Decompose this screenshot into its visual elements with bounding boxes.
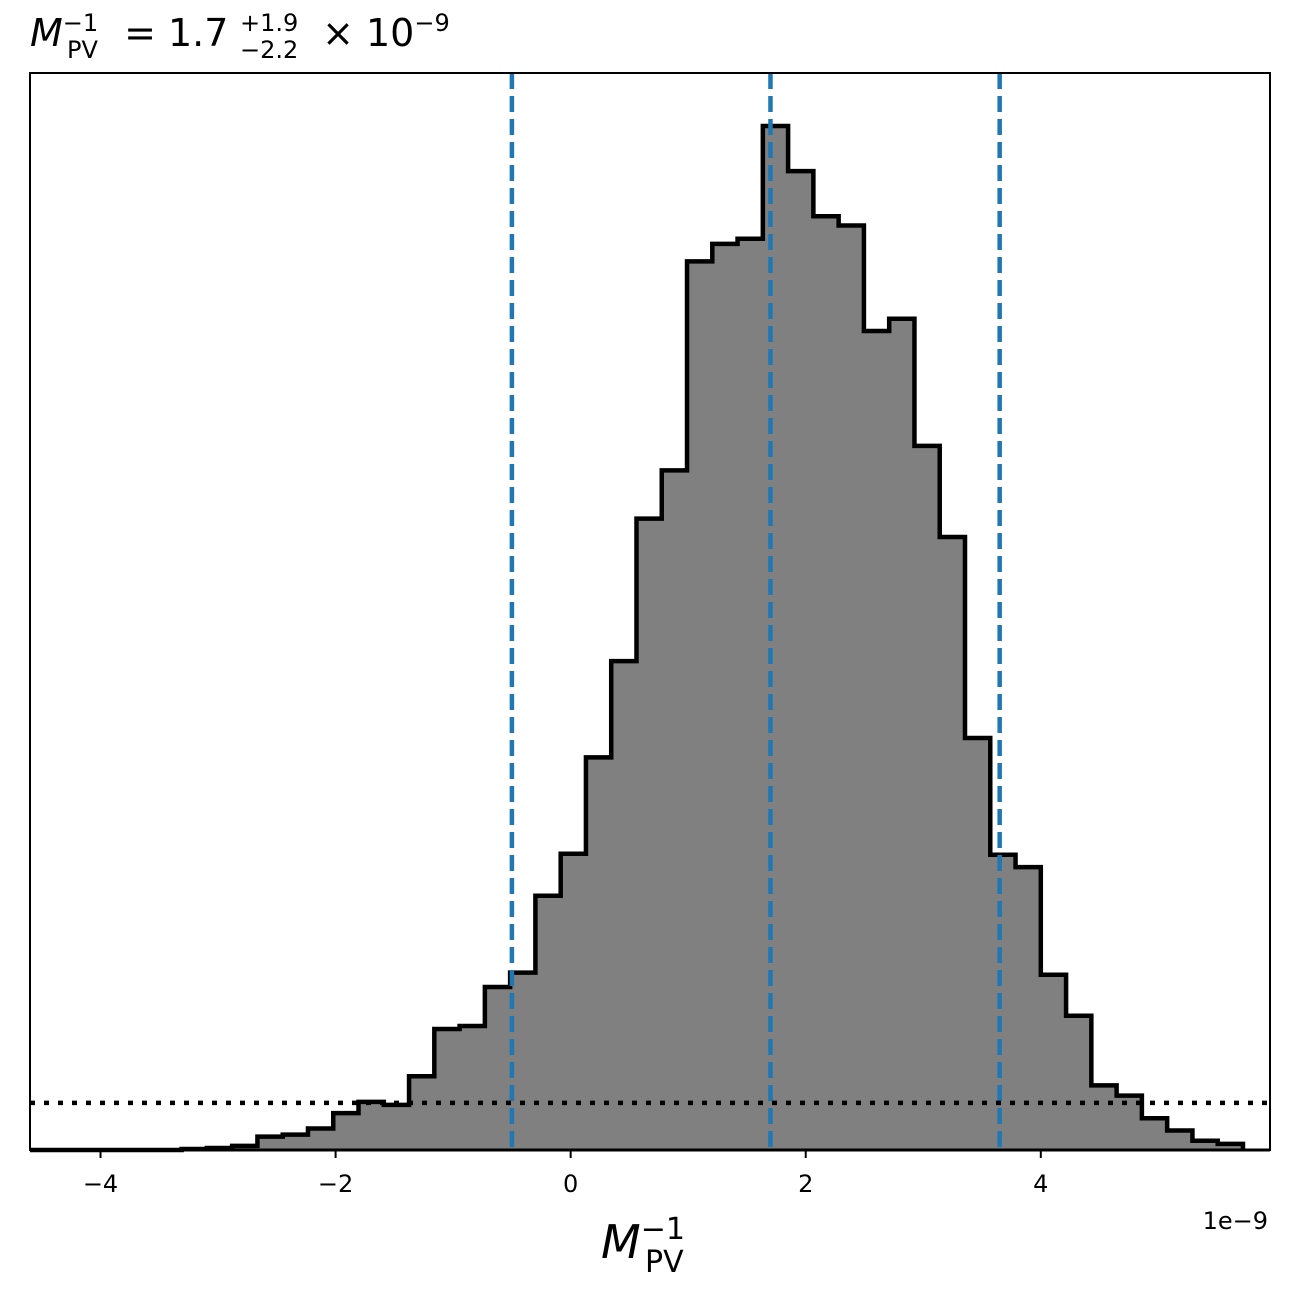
xlabel-symbol: M	[601, 1215, 641, 1269]
title-value: 1.7	[168, 11, 228, 55]
histogram-bin	[510, 972, 537, 1150]
x-tick-label: 2	[798, 1170, 813, 1198]
title-equals: =	[112, 11, 168, 55]
histogram-bin	[484, 987, 511, 1150]
histogram-bin	[459, 1025, 486, 1150]
histogram-bin	[838, 225, 865, 1150]
histogram-bin	[636, 518, 663, 1150]
histogram-bin	[560, 853, 587, 1150]
x-axis: −4 −2 0 2 4	[83, 1150, 1048, 1198]
histogram-bin	[687, 261, 713, 1150]
histogram-bin	[535, 895, 562, 1150]
histogram-bin	[914, 445, 941, 1150]
x-tick-label: 4	[1033, 1170, 1048, 1198]
histogram-bin	[1066, 1015, 1092, 1150]
chart-title: M−1 PV = 1.7 +1.9 −2.2 × 10−9	[30, 9, 450, 64]
histogram-bin	[813, 216, 840, 1151]
histogram-bin	[737, 238, 764, 1150]
histogram-bin	[333, 1113, 360, 1150]
histogram-bin	[889, 318, 916, 1151]
title-err-minus: −2.2	[240, 36, 298, 64]
histogram-bin	[434, 1029, 461, 1150]
histogram-bin	[863, 331, 890, 1150]
histogram-bin	[307, 1128, 334, 1150]
histogram-bin	[282, 1134, 309, 1150]
x-tick-label: −2	[318, 1170, 353, 1198]
histogram-bin	[661, 470, 688, 1150]
histogram-bin	[383, 1104, 410, 1150]
histogram-bin	[1167, 1130, 1194, 1150]
title-err-plus: +1.9	[240, 9, 298, 37]
title-superscript: −1	[63, 9, 98, 37]
histogram-bin	[585, 757, 612, 1150]
title-subscript: PV	[67, 36, 98, 64]
histogram-bin	[358, 1101, 385, 1150]
histogram-bin	[1040, 974, 1067, 1150]
histogram-outline	[30, 123, 1246, 1153]
xlabel-subscript: PV	[645, 1245, 684, 1280]
xlabel-superscript: −1	[641, 1212, 685, 1247]
x-offset-label: 1e−9	[1203, 1207, 1268, 1235]
histogram-bin	[1015, 867, 1042, 1150]
x-tick-label: −4	[83, 1170, 118, 1198]
histogram-bin	[1217, 1143, 1244, 1150]
x-axis-label: M−1 PV	[601, 1212, 685, 1280]
histogram-bin	[939, 537, 966, 1150]
histogram-bin	[257, 1136, 284, 1150]
histogram-bin	[611, 661, 638, 1150]
histogram-bin	[409, 1076, 435, 1150]
histogram-bin	[712, 243, 739, 1150]
histogram-bin	[762, 126, 789, 1150]
x-tick-label: 0	[563, 1170, 578, 1198]
histogram-bin	[964, 737, 991, 1150]
histogram-bin	[990, 854, 1017, 1150]
plot-area	[29, 72, 1271, 1153]
title-times: × 10	[310, 11, 414, 55]
histogram-bin	[1141, 1118, 1168, 1150]
title-symbol: M	[30, 11, 63, 55]
histogram-bin	[1091, 1085, 1118, 1150]
histogram-bin	[1192, 1140, 1219, 1150]
title-exponent: −9	[414, 9, 449, 37]
histogram-bin	[788, 171, 814, 1150]
